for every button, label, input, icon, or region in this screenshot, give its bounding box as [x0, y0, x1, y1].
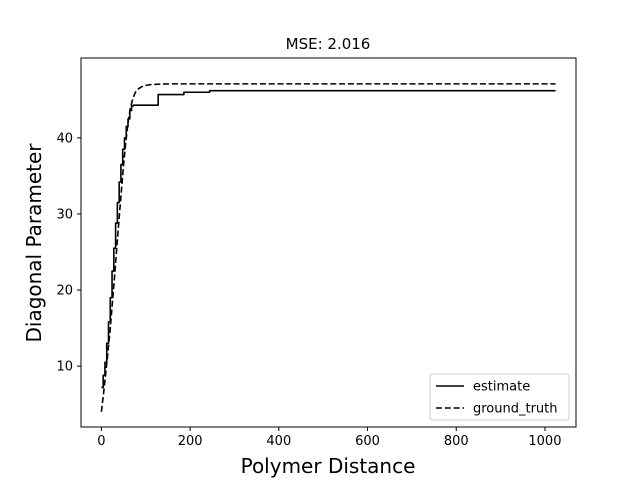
chart-title: MSE: 2.016 [286, 35, 371, 53]
series-group [100, 83, 556, 412]
series-line-ground-truth [100, 83, 556, 412]
x-tick-label: 1000 [528, 434, 561, 449]
legend-label-estimate: estimate [473, 380, 530, 395]
x-tick-label: 200 [178, 434, 203, 449]
legend: estimate ground_truth [429, 373, 570, 421]
y-axis-label: Diagonal Parameter [22, 143, 46, 343]
axis-ticks: 0 200 400 600 800 1000 10 20 30 40 [56, 131, 561, 449]
y-tick-label: 30 [56, 207, 73, 222]
x-tick-label: 400 [266, 434, 291, 449]
x-tick-label: 0 [97, 434, 105, 449]
y-tick-label: 10 [56, 360, 73, 375]
x-tick-label: 800 [444, 434, 469, 449]
y-tick-label: 20 [56, 284, 73, 299]
x-tick-label: 600 [355, 434, 380, 449]
y-tick-label: 40 [56, 131, 73, 146]
legend-box [429, 373, 570, 421]
series-line-estimate [101, 89, 556, 389]
plot-area [80, 57, 577, 428]
legend-label-ground-truth: ground_truth [473, 402, 558, 417]
axes-frame [80, 57, 577, 428]
x-axis-label: Polymer Distance [241, 454, 416, 478]
